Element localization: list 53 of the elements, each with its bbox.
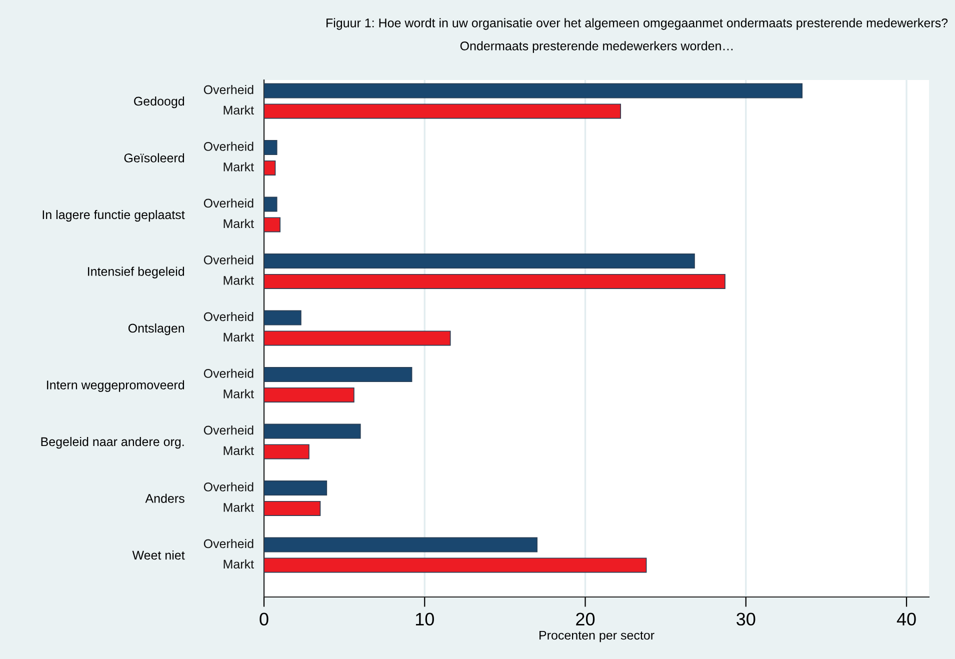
bar — [264, 196, 278, 212]
series-label: Markt — [224, 105, 254, 115]
bar — [264, 217, 280, 232]
text: Overheid — [204, 538, 254, 548]
x-axis-title: Procenten per sector — [540, 630, 654, 642]
bar — [264, 330, 451, 346]
text: Overheid — [204, 425, 254, 435]
bar — [264, 104, 622, 119]
x-tick-label: 40 — [896, 612, 916, 626]
x-tick-label: 0 — [260, 612, 268, 626]
bar — [264, 500, 321, 516]
bar — [264, 160, 276, 176]
bar — [264, 537, 538, 552]
series-label: Overheid — [204, 84, 254, 94]
bar — [264, 558, 647, 573]
bar — [264, 254, 695, 269]
text: Markt — [224, 276, 254, 285]
y-tick-label: Begeleid naar andere org. — [41, 436, 184, 449]
text: Overheid — [204, 312, 254, 322]
text: Markt — [224, 332, 254, 342]
text: Markt — [224, 162, 254, 172]
text: Overheid — [204, 142, 254, 151]
bar — [264, 83, 803, 98]
y-tick-label: Anders — [145, 494, 184, 503]
y-tick-label: Intern weggepromoveerd — [47, 380, 184, 392]
bar — [264, 310, 302, 326]
x-tick-label: 20 — [576, 612, 595, 626]
bar — [264, 444, 310, 460]
text: Markt — [224, 218, 254, 228]
bar — [264, 140, 278, 156]
chart-subtitle: Ondermaats presterende medewerkers worden… — [460, 41, 733, 53]
text: Overheid — [204, 198, 254, 208]
bar — [264, 367, 412, 382]
y-tick-label: Ontslagen — [128, 323, 184, 336]
text: Markt — [224, 446, 254, 456]
text: Markt — [224, 502, 254, 512]
y-tick-label: In lagere functie geplaatst — [42, 210, 185, 222]
chart-title: Figuur 1: Hoe wordt in uw organisatie over het algemeen omgegaanmet ondermaats presterende medewerkers? — [326, 18, 948, 30]
text: Overheid — [204, 482, 254, 492]
text: Markt — [224, 559, 254, 569]
text: Markt — [224, 389, 254, 398]
bar — [264, 480, 328, 496]
y-tick-label: Weet niet — [132, 550, 185, 560]
y-tick-label: Intensief begeleid — [88, 266, 184, 278]
text: Overheid — [204, 368, 254, 378]
bar — [264, 387, 354, 402]
y-tick-label: Geïsoleerd — [124, 153, 184, 162]
bar — [264, 274, 726, 289]
x-tick-label: 30 — [736, 612, 756, 626]
bar — [264, 424, 361, 439]
y-tick-label: Gedoogd — [134, 96, 184, 108]
text: Overheid — [204, 255, 254, 264]
x-tick-label: 10 — [416, 612, 434, 626]
